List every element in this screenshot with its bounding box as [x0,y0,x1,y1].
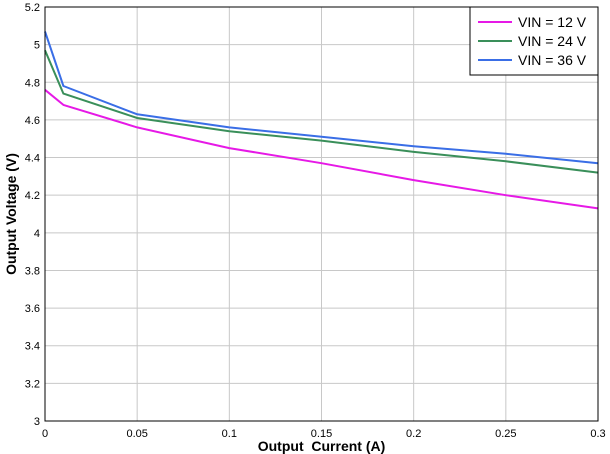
series-line-3 [44,31,599,165]
legend-label: VIN = 12 V [518,14,587,30]
y-tick-label: 5.2 [25,2,40,14]
y-tick-labels: 3 3.2 3.4 3.6 3.8 4 4.2 4.4 4.6 4.8 5 5.2 [25,2,40,428]
y-tick-label: 4 [34,228,40,240]
plot-frame [44,6,599,422]
y-tick-label: 4.4 [25,153,40,165]
x-tick-labels: 0 0.05 0.1 0.15 0.2 0.25 0.3 [42,428,606,440]
x-tick-label: 0.05 [126,428,147,440]
legend-label: VIN = 24 V [518,33,587,49]
series-line-2 [44,49,599,174]
x-tick-label: 0.1 [222,428,237,440]
y-tick-label: 3 [34,416,40,428]
x-tick-label: 0.15 [311,428,332,440]
x-tick-label: 0.25 [495,428,516,440]
legend-label: VIN = 36 V [518,52,587,68]
y-tick-label: 4.8 [25,77,40,89]
x-tick-label: 0.3 [590,428,605,440]
series-line-1 [44,89,599,210]
y-tick-label: 4.6 [25,115,40,127]
y-tick-label: 3.8 [25,265,40,277]
x-axis-title: Output Current (A) [258,438,386,454]
x-tick-label: 0.2 [406,428,421,440]
x-tick-label: 0 [42,428,48,440]
y-tick-label: 4.2 [25,190,40,202]
legend: VIN = 12 V VIN = 24 V VIN = 36 V [469,6,599,76]
y-axis-title: Output Voltage (V) [3,153,19,275]
series-lines [44,31,599,210]
y-tick-label: 5 [34,40,40,52]
y-tick-label: 3.4 [25,341,40,353]
y-tick-label: 3.2 [25,378,40,390]
y-tick-label: 3.6 [25,303,40,315]
